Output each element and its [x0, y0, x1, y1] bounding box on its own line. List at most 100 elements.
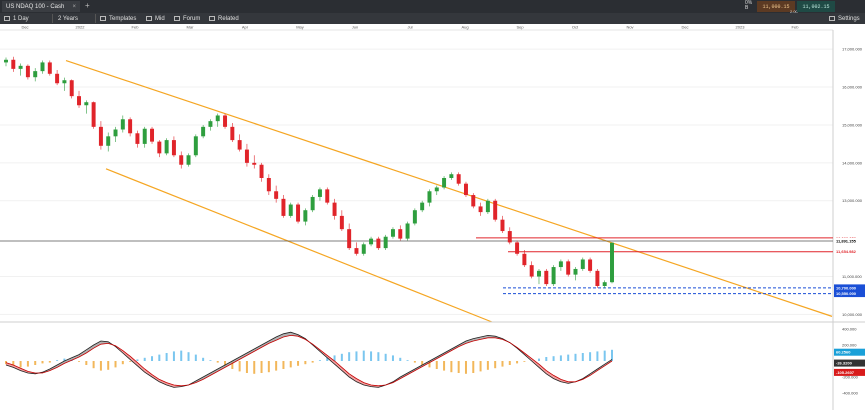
candle-body — [157, 141, 162, 154]
macd-histogram-bar — [202, 357, 205, 361]
mid-label: Mid — [155, 15, 165, 22]
macd-axis-label: -400.000 — [842, 391, 859, 396]
price-axis-label: 17,000.000 — [842, 47, 863, 52]
macd-cloud-segment — [152, 374, 160, 382]
macd-histogram-bar — [48, 361, 51, 363]
candle-body — [33, 71, 38, 78]
templates-label: Templates — [109, 15, 137, 22]
candle-body — [179, 155, 184, 165]
candle-body — [558, 261, 563, 268]
macd-histogram-bar — [282, 361, 285, 369]
macd-histogram-bar — [384, 353, 387, 361]
related-icon — [209, 16, 215, 21]
buy-button[interactable]: 11,002.15 — [797, 1, 835, 12]
candle-body — [478, 206, 483, 213]
macd-cloud-segment — [531, 358, 539, 368]
candle-body — [164, 140, 169, 154]
candle-body — [193, 136, 198, 156]
macd-tag-line: -26.3200 — [836, 361, 853, 366]
macd-histogram-bar — [194, 354, 197, 361]
candle-body — [420, 202, 425, 211]
add-tab-icon[interactable]: + — [85, 1, 90, 10]
candle-body — [537, 270, 541, 277]
related-button[interactable]: Related — [209, 14, 239, 23]
macd-cloud-segment — [553, 375, 561, 382]
candle-body — [463, 183, 468, 196]
instrument-tab[interactable]: US NDAQ 100 - Cash × — [2, 1, 80, 12]
trend-channel — [65, 59, 833, 323]
macd-cloud-segment — [254, 345, 262, 352]
candle-body — [266, 178, 271, 192]
tab-bar: US NDAQ 100 - Cash × + 0% B 11,000.15 2.… — [0, 0, 865, 14]
close-tab-icon[interactable]: × — [72, 3, 76, 10]
settings-button[interactable]: Settings — [829, 14, 860, 23]
price-tag-current-bg — [834, 237, 865, 245]
macd-axis-label: 200.000 — [842, 343, 857, 348]
macd-histogram-bar — [224, 361, 227, 366]
macd-tag-signal-bg — [834, 368, 865, 376]
macd-cloud-segment — [334, 361, 342, 371]
chart-grid — [0, 48, 833, 315]
candle-body — [128, 119, 133, 134]
price-tag-mid-bg — [834, 248, 865, 256]
time-axis-label: Dec — [21, 25, 28, 30]
macd-histogram-bar — [333, 355, 336, 361]
macd-histogram-bar — [216, 361, 219, 363]
candle-body — [259, 164, 264, 178]
macd-histogram-bar — [99, 361, 102, 371]
forum-icon — [174, 16, 180, 21]
candle-body — [18, 65, 23, 69]
candle-body — [442, 178, 447, 188]
macd-cloud-segment — [71, 354, 79, 361]
macd-histogram-bar — [589, 352, 592, 361]
macd-histogram-bar — [260, 361, 263, 373]
candle-body — [369, 238, 374, 245]
time-axis-label: Nov — [626, 25, 633, 30]
time-axis-label: Apr — [242, 25, 249, 30]
time-axis-label: Jun — [352, 25, 358, 30]
macd-histogram-bar — [428, 361, 431, 368]
range-selector[interactable]: 2 Years — [58, 14, 78, 23]
candle-body — [252, 162, 257, 165]
candle-body — [98, 126, 103, 146]
forum-button[interactable]: Forum — [174, 14, 200, 23]
candle-body — [376, 238, 381, 249]
macd-histogram-bar — [399, 357, 402, 361]
sell-button[interactable]: 11,000.15 — [757, 1, 795, 12]
macd-histogram-bar — [121, 361, 124, 365]
macd-histogram-bar — [435, 361, 438, 369]
templates-button[interactable]: Templates — [100, 14, 136, 23]
candle-body — [339, 215, 344, 230]
related-label: Related — [218, 15, 239, 22]
candle-body — [390, 229, 395, 237]
candle-body — [361, 244, 366, 254]
candle-body — [383, 236, 388, 249]
macd-histogram-bar — [377, 352, 380, 361]
interval-selector[interactable]: 1 Day — [4, 14, 29, 23]
macd-histogram-bar — [63, 358, 66, 361]
macd-histogram-bar — [172, 351, 175, 361]
time-axis-label: Jul — [407, 25, 412, 30]
macd-cloud-segment — [203, 373, 211, 380]
candle-body — [120, 119, 125, 130]
tab-title: US NDAQ 100 - Cash — [6, 3, 65, 10]
horizontal-levels — [0, 237, 833, 295]
macd-axis-label: 400.000 — [842, 327, 857, 332]
time-axis-label: Mar — [187, 25, 195, 30]
price-chart[interactable]: Dec 2022 Feb Mar Apr May Jun Jul Aug Sep Oct Nov Dec… — [0, 24, 865, 410]
macd-cloud-segment — [232, 357, 240, 364]
mid-button[interactable]: Mid — [146, 14, 165, 23]
macd-histogram-bar — [567, 354, 570, 361]
macd-cloud-segment — [466, 338, 474, 344]
macd-histogram-bar — [486, 361, 489, 370]
price-tag-mid: 11,654.982 — [836, 249, 857, 254]
macd-cloud-segment — [79, 349, 87, 357]
spread-value: 2.00 — [790, 9, 798, 14]
candle-body — [427, 191, 432, 203]
time-axis-label: Feb — [792, 25, 800, 30]
time-axis-label: Aug — [461, 25, 468, 30]
macd-signal-line — [5, 334, 613, 387]
candle-body — [449, 174, 454, 178]
macd-cloud-segment — [130, 356, 138, 366]
macd-cloud-segment — [480, 335, 488, 340]
